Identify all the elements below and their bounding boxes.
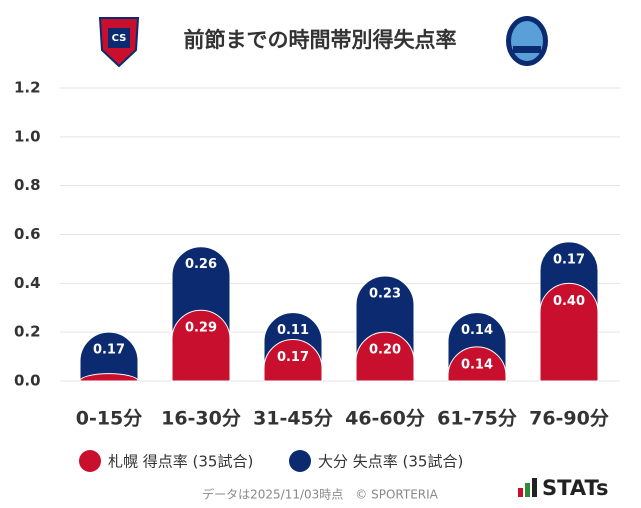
- value-label: 0.14: [461, 323, 493, 338]
- y-tick-label: 0.2: [14, 323, 41, 341]
- bar-segment: [263, 339, 323, 382]
- value-label: 0.29: [185, 321, 217, 336]
- footer: データは2025/11/03時点 © SPORTERIA: [202, 487, 439, 502]
- away-crest: [506, 16, 548, 66]
- bar-segment: [79, 331, 139, 382]
- brand-logo: [518, 478, 537, 497]
- x-tick-label: 16-30分: [161, 408, 241, 430]
- legend-swatch: [79, 450, 101, 472]
- y-tick-label: 1.2: [14, 79, 41, 97]
- value-label: 0.11: [277, 323, 309, 338]
- chart-title: 前節までの時間帯別得失点率: [184, 28, 457, 52]
- svg-text:CS: CS: [112, 33, 127, 44]
- value-label: 0.17: [277, 350, 309, 365]
- y-tick-label: 0.8: [14, 176, 41, 194]
- value-label: 0.17: [553, 252, 585, 267]
- bar-segment: [79, 373, 139, 382]
- x-tick-label: 61-75分: [437, 408, 517, 430]
- home-crest: CS: [98, 17, 140, 68]
- legend-swatch: [289, 450, 311, 472]
- value-label: 0.40: [553, 294, 585, 309]
- bar-segment: [171, 309, 231, 382]
- x-tick-label: 0-15分: [76, 408, 143, 430]
- bar-segment: [355, 331, 415, 382]
- value-label: 0.14: [461, 357, 493, 372]
- y-tick-label: 1.0: [14, 127, 41, 145]
- x-tick-label: 76-90分: [529, 408, 609, 430]
- value-label: 0.20: [369, 343, 401, 358]
- y-tick-label: 0.0: [14, 372, 41, 390]
- value-label: 0.26: [185, 257, 217, 272]
- x-tick-label: 31-45分: [253, 408, 333, 430]
- legend-label: 札幌 得点率 (35試合): [108, 453, 253, 471]
- value-label: 0.17: [93, 343, 125, 358]
- y-tick-label: 0.4: [14, 274, 41, 292]
- value-label: 0.23: [369, 287, 401, 302]
- brand: STATs: [542, 476, 608, 500]
- legend-label: 大分 失点率 (35試合): [318, 453, 463, 471]
- bar-segment: [539, 282, 599, 382]
- y-tick-label: 0.6: [14, 225, 41, 243]
- bar-segment: [447, 346, 507, 382]
- x-tick-label: 46-60分: [345, 408, 425, 430]
